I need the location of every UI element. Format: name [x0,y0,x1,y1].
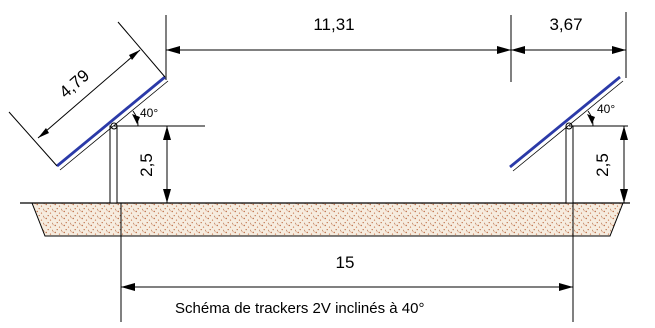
left-angle-label: 40° [140,106,158,120]
right-panel-edge [512,80,624,172]
left-panel [56,75,166,168]
right-panel [509,75,621,169]
right-height-dimension: 2,5 [593,126,628,203]
right-angle-marker: 40° [569,102,628,127]
pitch-dimension: 15 [120,203,574,322]
row-spacing-label: 11,31 [313,15,354,34]
left-height-label: 2,5 [137,153,156,177]
footprint-label: 3,67 [549,15,582,34]
right-height-label: 2,5 [593,153,612,177]
ground [20,202,630,237]
right-tracker [509,75,624,204]
right-post [565,125,574,204]
left-post [109,125,118,204]
diagram-caption: Schéma de trackers 2V inclinés à 40° [175,300,424,317]
row-spacing-dimension: 11,31 [165,15,512,82]
footprint-dimension: 3,67 [511,12,627,78]
right-angle-label: 40° [597,102,615,116]
panel-length-dimension: 4,79 [8,21,166,167]
left-angle-marker: 40° [114,106,205,127]
left-height-dimension: 2,5 [137,126,171,203]
panel-length-label: 4,79 [56,66,93,102]
pitch-label: 15 [336,253,355,272]
